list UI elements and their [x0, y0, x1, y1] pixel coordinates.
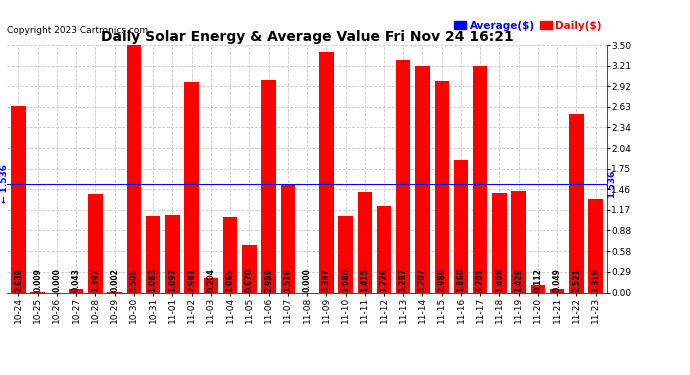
Text: 1.065: 1.065	[226, 268, 235, 292]
Text: 2.639: 2.639	[14, 268, 23, 292]
Text: 3.287: 3.287	[399, 268, 408, 292]
Bar	[69, 290, 83, 292]
Text: 0.000: 0.000	[302, 268, 312, 292]
Text: 1.868: 1.868	[457, 268, 466, 292]
Bar	[357, 192, 372, 292]
Bar	[589, 199, 603, 292]
Bar	[396, 60, 411, 292]
Bar	[165, 215, 179, 292]
Text: 2.521: 2.521	[572, 268, 581, 292]
Bar	[377, 206, 391, 292]
Text: 1.415: 1.415	[360, 268, 369, 292]
Bar	[550, 289, 564, 292]
Text: 2.999: 2.999	[264, 268, 273, 292]
Text: 3.505: 3.505	[130, 268, 139, 292]
Text: 1.083: 1.083	[148, 268, 157, 292]
Text: 0.204: 0.204	[206, 268, 215, 292]
Bar	[473, 66, 487, 292]
Text: 1.097: 1.097	[168, 268, 177, 292]
Text: Copyright 2023 Cartronics.com: Copyright 2023 Cartronics.com	[7, 26, 148, 35]
Text: 3.201: 3.201	[475, 268, 484, 292]
Text: 1.516: 1.516	[284, 268, 293, 292]
Bar	[127, 45, 141, 292]
Bar	[11, 106, 26, 292]
Text: 3.397: 3.397	[322, 268, 331, 292]
Bar	[223, 217, 237, 292]
Text: 1.408: 1.408	[495, 268, 504, 292]
Bar	[184, 82, 199, 292]
Text: 0.002: 0.002	[110, 268, 119, 292]
Text: ← 1.536: ← 1.536	[0, 164, 9, 203]
Text: 2.989: 2.989	[437, 268, 446, 292]
Bar	[338, 216, 353, 292]
Bar	[88, 194, 103, 292]
Text: 0.000: 0.000	[52, 268, 61, 292]
Text: 1.080: 1.080	[341, 268, 350, 292]
Bar	[242, 245, 257, 292]
Text: 1.429: 1.429	[514, 268, 523, 292]
Text: 1.392: 1.392	[91, 268, 100, 292]
Bar	[511, 192, 526, 292]
Text: 1.226: 1.226	[380, 268, 388, 292]
Text: 0.043: 0.043	[72, 268, 81, 292]
Bar	[319, 52, 333, 292]
Bar	[531, 285, 545, 292]
Title: Daily Solar Energy & Average Value Fri Nov 24 16:21: Daily Solar Energy & Average Value Fri N…	[101, 30, 513, 44]
Text: 2.981: 2.981	[187, 268, 196, 292]
Bar	[435, 81, 449, 292]
Text: 0.049: 0.049	[553, 268, 562, 292]
Bar	[204, 278, 218, 292]
Text: 1.536: 1.536	[607, 170, 616, 198]
Bar	[281, 185, 295, 292]
Text: 3.207: 3.207	[418, 268, 427, 292]
Text: 1.319: 1.319	[591, 268, 600, 292]
Text: 0.112: 0.112	[533, 268, 542, 292]
Legend: Average($), Daily($): Average($), Daily($)	[454, 21, 602, 30]
Bar	[454, 160, 469, 292]
Bar	[262, 80, 276, 292]
Bar	[415, 66, 430, 292]
Bar	[146, 216, 160, 292]
Bar	[492, 193, 506, 292]
Text: 0.009: 0.009	[33, 268, 42, 292]
Bar	[569, 114, 584, 292]
Text: 0.670: 0.670	[245, 268, 254, 292]
